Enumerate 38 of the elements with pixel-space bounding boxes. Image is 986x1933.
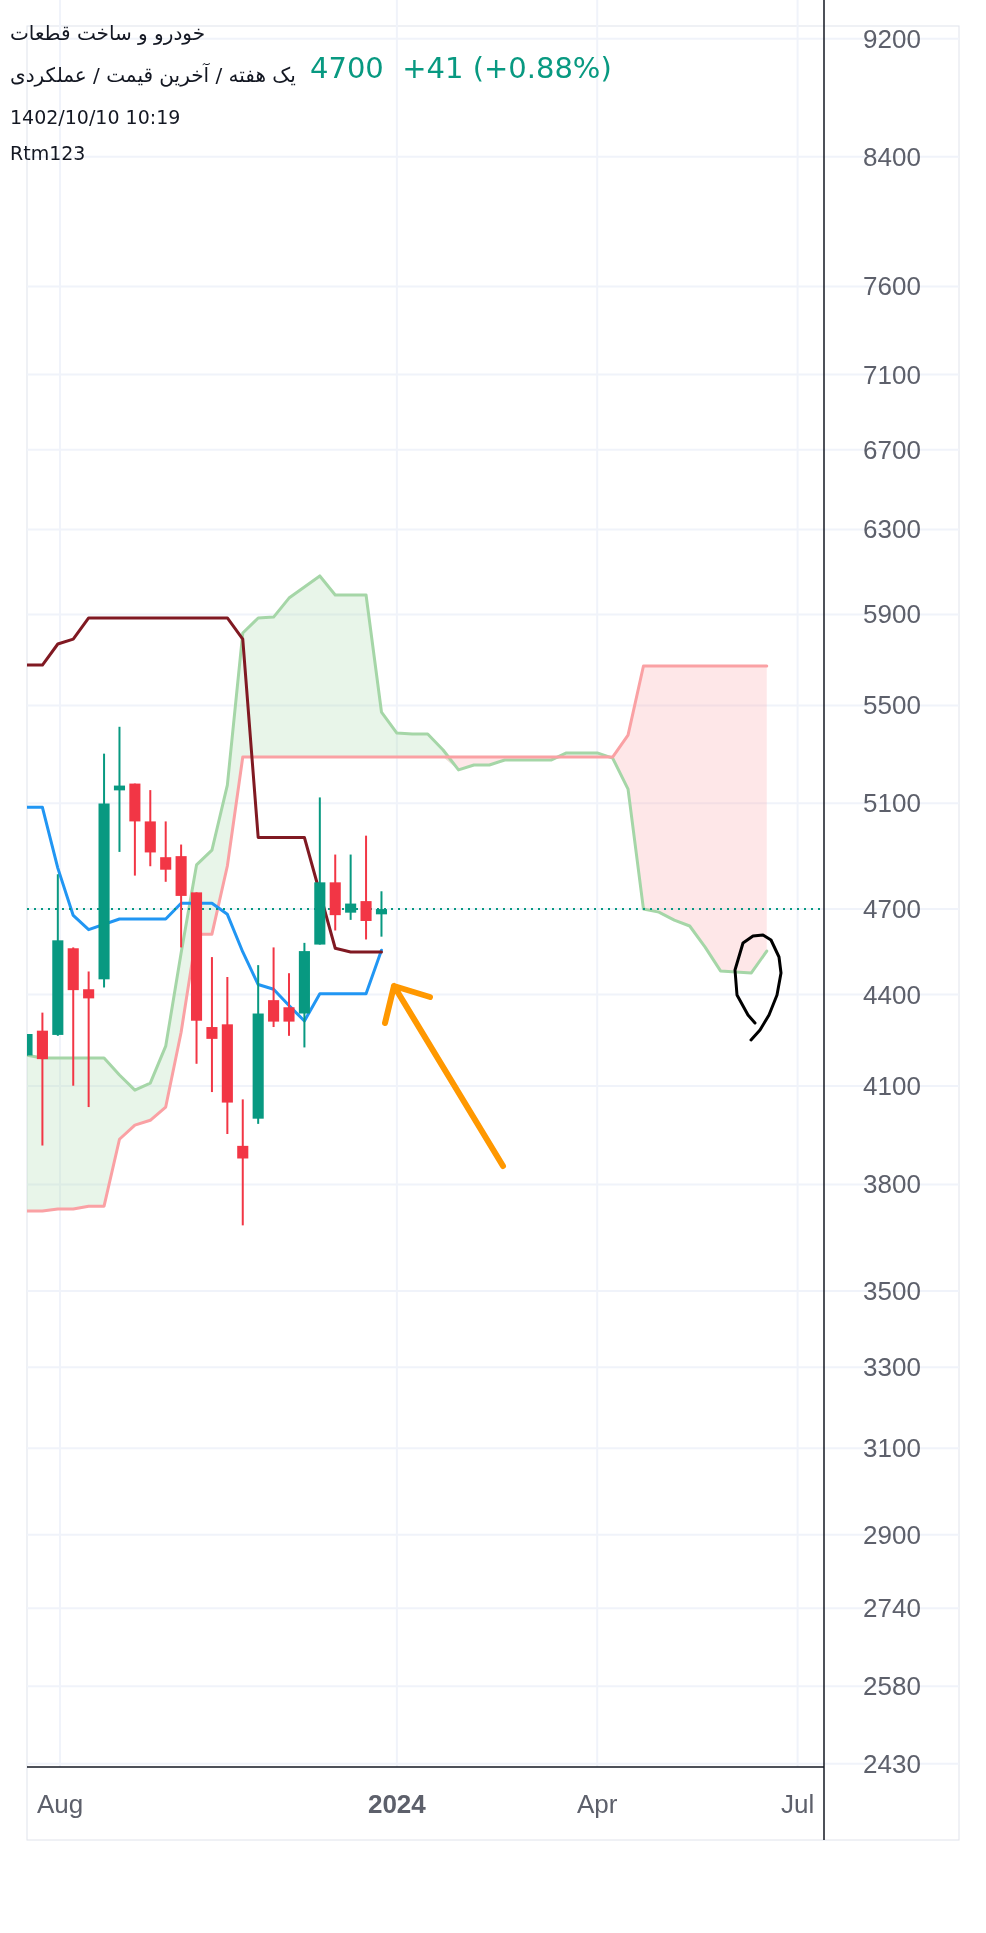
y-tick-label: 2900 — [863, 1519, 921, 1550]
annotation: Rtm123 — [10, 142, 86, 164]
y-tick-label: 7100 — [863, 359, 921, 390]
y-tick-label: 6700 — [863, 434, 921, 465]
annotation: 1402/10/10 10:19 — [10, 106, 181, 128]
y-tick-label: 5100 — [863, 788, 921, 819]
y-tick-label: 5500 — [863, 690, 921, 721]
y-tick-label: 8400 — [863, 141, 921, 172]
y-tick-label: 3300 — [863, 1352, 921, 1383]
candlestick — [206, 956, 218, 1094]
y-tick-label: 4700 — [863, 894, 921, 925]
candlestick — [268, 946, 280, 1029]
candlestick — [237, 1098, 249, 1227]
y-tick-label: 6300 — [863, 514, 921, 545]
annotation: 4700 +41 (+0.88%) — [310, 51, 612, 85]
x-tick-label: 2024 — [367, 1789, 427, 1819]
text: خودرو و ساخت قطعات — [10, 21, 206, 45]
line-series — [27, 616, 383, 954]
y-tick-label: 3100 — [863, 1433, 921, 1464]
candlestick — [160, 820, 172, 883]
y-tick-label: 4100 — [863, 1071, 921, 1102]
x-tick-label: Jul — [780, 1789, 815, 1819]
text: یک هفته / آخرین قیمت / عملکردی — [10, 62, 296, 87]
line-series — [27, 805, 383, 1023]
y-tick-label: 2740 — [863, 1593, 921, 1624]
y-tick-label: 4400 — [863, 979, 921, 1010]
x-tick-label: Apr — [576, 1789, 618, 1819]
candlestick — [283, 972, 295, 1037]
candlestick — [83, 970, 95, 1109]
y-tick-label: 7600 — [863, 271, 921, 302]
y-tick-label: 2430 — [863, 1748, 921, 1779]
x-tick-label: Aug — [36, 1789, 84, 1819]
y-tick-label: 9200 — [863, 23, 921, 54]
candlestick — [360, 834, 372, 941]
y-tick-label: 5900 — [863, 599, 921, 630]
y-tick-label: 2580 — [863, 1671, 921, 1702]
y-tick-label: 3500 — [863, 1276, 921, 1307]
y-tick-label: 3800 — [863, 1169, 921, 1200]
